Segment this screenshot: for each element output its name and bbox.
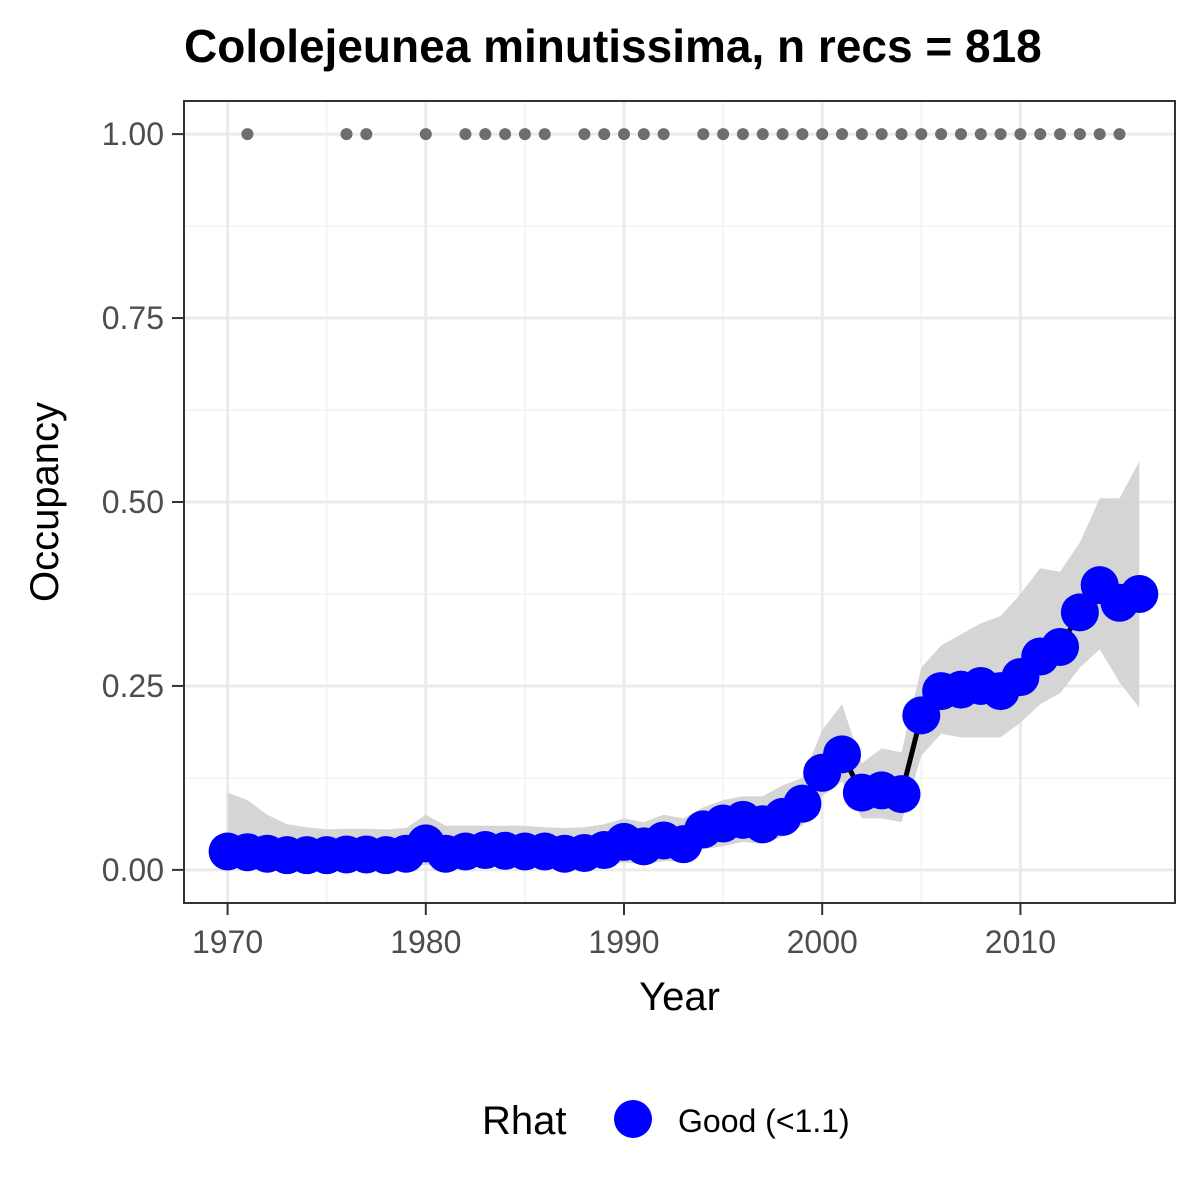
observation-point (776, 128, 789, 141)
occupancy-points-layer (208, 566, 1159, 875)
x-tick-label: 1990 (588, 924, 659, 960)
observation-point (459, 128, 472, 141)
y-tick-label: 1.00 (102, 116, 164, 152)
observation-point (816, 128, 829, 141)
occupancy-point (1041, 627, 1080, 666)
observation-point (915, 128, 928, 141)
x-tick-label: 1980 (390, 924, 461, 960)
observation-point (360, 128, 373, 141)
observation-point (419, 128, 432, 141)
observation-point (657, 128, 670, 141)
y-tick-label: 0.00 (102, 852, 164, 888)
observation-point (598, 128, 611, 141)
observation-point (1113, 128, 1126, 141)
x-tick-label: 2000 (787, 924, 858, 960)
y-axis-label: Occupancy (23, 402, 67, 602)
confidence-ribbon (227, 461, 1140, 868)
observation-point (499, 128, 512, 141)
observation-point (974, 128, 987, 141)
occupancy-point (1060, 593, 1099, 632)
occupancy-point (882, 775, 921, 814)
observation-point (479, 128, 492, 141)
occupancy-point (823, 735, 862, 774)
observation-point (518, 128, 531, 141)
observation-point (1034, 128, 1047, 141)
y-tick-label: 0.50 (102, 484, 164, 520)
observation-point (935, 128, 948, 141)
observation-point (637, 128, 650, 141)
observation-point (895, 128, 908, 141)
legend-key-good (614, 1100, 652, 1138)
observation-point (1093, 128, 1106, 141)
observation-point (1073, 128, 1086, 141)
observation-point (1054, 128, 1067, 141)
chart-title: Cololejeunea minutissima, n recs = 818 (184, 20, 1042, 72)
observation-point (618, 128, 631, 141)
legend-label-good: Good (<1.1) (678, 1103, 850, 1139)
observation-point (1014, 128, 1027, 141)
observation-point (954, 128, 967, 141)
observation-point (994, 128, 1007, 141)
observation-point (736, 128, 749, 141)
observation-point (340, 128, 353, 141)
occupancy-point (783, 784, 822, 823)
x-axis-label: Year (639, 975, 720, 1019)
major-gridlines (184, 101, 1175, 903)
observation-point (697, 128, 710, 141)
observation-point (538, 128, 551, 141)
observation-point (578, 128, 591, 141)
observation-point (756, 128, 769, 141)
observation-point (241, 128, 254, 141)
occupancy-point (1120, 574, 1159, 613)
y-axis: 0.00 0.25 0.50 0.75 1.00 (102, 116, 184, 888)
y-tick-label: 0.75 (102, 300, 164, 336)
observation-points-layer (241, 128, 1126, 141)
observation-point (875, 128, 888, 141)
legend: Rhat Good (<1.1) (482, 1099, 850, 1143)
legend-title: Rhat (482, 1099, 567, 1143)
x-axis: 1970 1980 1990 2000 2010 (192, 903, 1056, 960)
x-tick-label: 2010 (985, 924, 1056, 960)
observation-point (796, 128, 809, 141)
observation-point (836, 128, 849, 141)
y-tick-label: 0.25 (102, 668, 164, 704)
observation-point (855, 128, 868, 141)
observation-point (717, 128, 730, 141)
x-tick-label: 1970 (192, 924, 263, 960)
confidence-ribbon-layer (227, 461, 1140, 868)
